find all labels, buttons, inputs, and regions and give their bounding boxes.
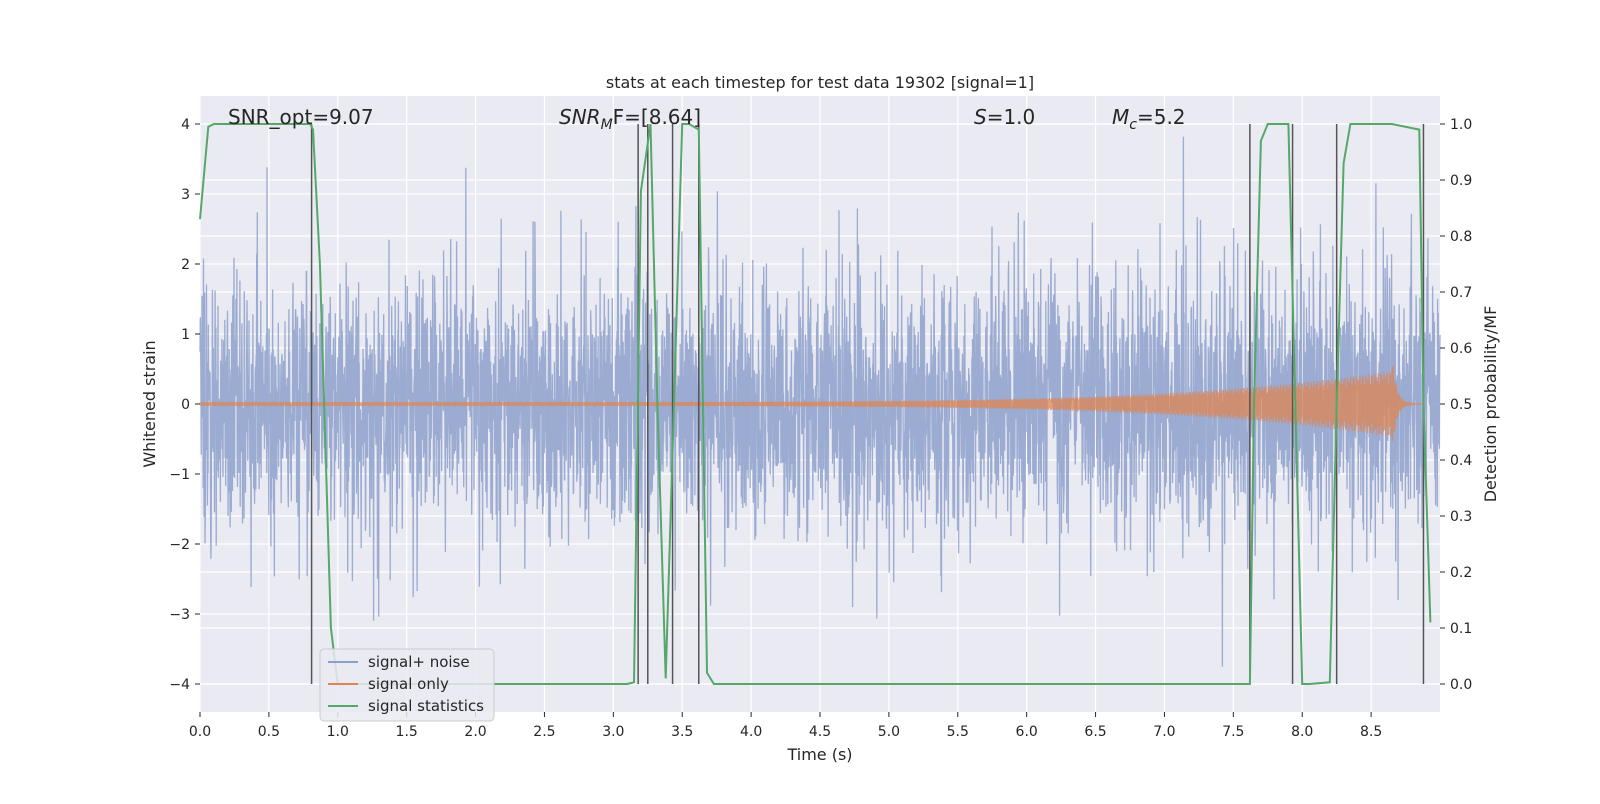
annotation-snr-mf-sub: M xyxy=(601,117,613,133)
series-signal-noise xyxy=(199,136,1441,667)
y2-tick-label: 0.6 xyxy=(1450,341,1472,357)
legend-box xyxy=(319,648,495,722)
x-tick-label: 7.5 xyxy=(1222,724,1244,740)
x-tick-label: 0.5 xyxy=(258,724,280,740)
y-tick-label: 1 xyxy=(181,327,190,343)
annotation-snr-mf: SNRMF=[8.64] xyxy=(559,105,701,133)
annotation-snr-opt: SNR_opt=9.07 xyxy=(228,105,374,129)
y-tick-label: −4 xyxy=(169,677,190,693)
y2-tick-label: 0.3 xyxy=(1450,509,1472,525)
legend-label-signal-only: signal only xyxy=(368,675,449,693)
annotation-s-name: S xyxy=(974,105,987,129)
y2-tick-label: 0.1 xyxy=(1450,621,1472,637)
plot-area xyxy=(199,123,1441,685)
annotation-mc-sub: c xyxy=(1129,117,1137,133)
x-tick-label: 1.5 xyxy=(396,724,418,740)
x-tick-label: 2.5 xyxy=(533,724,555,740)
y-tick-label: 3 xyxy=(181,187,190,203)
y2-tick-label: 0.2 xyxy=(1450,565,1472,581)
x-tick-label: 4.5 xyxy=(809,724,831,740)
x-tick-label: 7.0 xyxy=(1153,724,1175,740)
x-tick-label: 6.0 xyxy=(1016,724,1038,740)
y2-tick-label: 0.5 xyxy=(1450,397,1472,413)
x-tick-label: 8.5 xyxy=(1360,724,1382,740)
x-tick-label: 8.0 xyxy=(1291,724,1313,740)
y2-axis-label: Detection probability/MF xyxy=(1481,306,1500,503)
x-tick-label: 3.0 xyxy=(602,724,624,740)
series-signal-only xyxy=(199,365,1424,442)
series-signal-statistics xyxy=(199,123,1432,685)
x-tick-label: 6.5 xyxy=(1084,724,1106,740)
annotation-mc-name: M xyxy=(1112,105,1129,129)
chart-title: stats at each timestep for test data 193… xyxy=(606,73,1034,92)
y-axis-label: Whitened strain xyxy=(140,340,159,467)
x-tick-label: 0.0 xyxy=(189,724,211,740)
legend-label-signal-noise: signal+ noise xyxy=(368,653,470,671)
x-tick-label: 2.0 xyxy=(464,724,486,740)
y2-tick-label: 0.4 xyxy=(1450,453,1472,469)
y-tick-label: 2 xyxy=(181,257,190,273)
annotation-s-value: =1.0 xyxy=(987,105,1036,129)
y-tick-label: 4 xyxy=(181,117,190,133)
y2-tick-label: 0.9 xyxy=(1450,173,1472,189)
x-tick-label: 1.0 xyxy=(327,724,349,740)
y2-tick-label: 1.0 xyxy=(1450,117,1472,133)
x-tick-label: 5.5 xyxy=(947,724,969,740)
axes: 0.0 0.5 1.0 1.5 2.0 2.5 3.0 3.5 4.0 4.5 5.0 5.5 6.0 6… xyxy=(169,117,1472,740)
legend: signal+ noise signal only signal statist… xyxy=(319,648,495,722)
legend-label-signal-statistics: signal statistics xyxy=(368,697,484,715)
annotation-mc-value: =5.2 xyxy=(1137,105,1186,129)
y-tick-label: −1 xyxy=(169,467,190,483)
y-tick-label: −2 xyxy=(169,537,190,553)
annotation-mc: Mc=5.2 xyxy=(1112,105,1186,133)
y-tick-label: −3 xyxy=(169,607,190,623)
y-tick-label: 0 xyxy=(181,397,190,413)
y2-tick-label: 0.7 xyxy=(1450,285,1472,301)
y2-tick-label: 0.8 xyxy=(1450,229,1472,245)
x-axis-label: Time (s) xyxy=(786,745,852,764)
y2-tick-label: 0.0 xyxy=(1450,677,1472,693)
annotation-snr-mf-base: SNR xyxy=(559,105,601,129)
x-tick-label: 3.5 xyxy=(671,724,693,740)
x-tick-label: 4.0 xyxy=(740,724,762,740)
annotation-snr-mf-tail: F=[8.64] xyxy=(613,105,701,129)
annotation-s: S=1.0 xyxy=(974,105,1035,129)
x-tick-label: 5.0 xyxy=(878,724,900,740)
